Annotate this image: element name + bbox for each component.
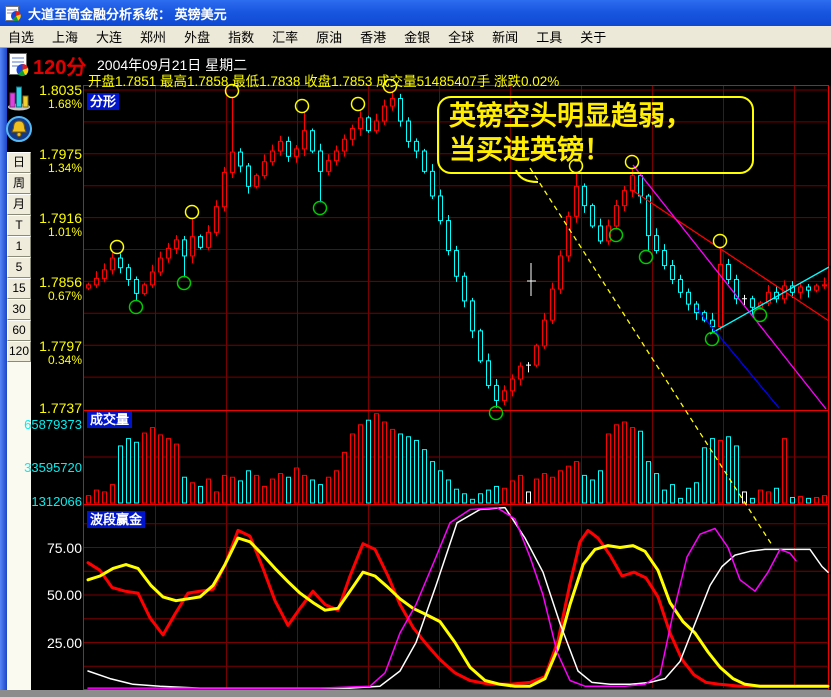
candles — [86, 92, 827, 408]
indicator-axis-label-2: 25.00 — [46, 635, 82, 651]
menu-item-7[interactable]: 原油 — [316, 30, 343, 45]
period-button-60[interactable]: 60 — [7, 320, 31, 341]
period-button-日[interactable]: 日 — [7, 152, 31, 173]
menu-item-10[interactable]: 全球 — [448, 30, 475, 45]
trendline-0[interactable] — [529, 167, 773, 546]
fractal-top-marker — [350, 96, 366, 112]
fractal-bottom-marker — [128, 299, 144, 315]
period-button-1[interactable]: 1 — [7, 236, 31, 257]
fractal-top-marker — [224, 83, 240, 99]
trend-lines — [529, 164, 830, 546]
period-button-30[interactable]: 30 — [7, 299, 31, 320]
price-axis-pct-3: 0.67% — [47, 289, 82, 303]
indicator-axis-label-1: 50.00 — [46, 587, 82, 603]
bottom-status-strip — [0, 690, 831, 697]
period-button-120[interactable]: 120 — [7, 341, 31, 362]
trendline-4[interactable] — [695, 307, 780, 409]
trendline-1[interactable] — [631, 189, 830, 322]
annotation-line1: 英镑空头明显趋弱， — [449, 101, 692, 131]
indicator-curve-magenta — [87, 506, 797, 689]
annotation-callout[interactable]: 英镑空头明显趋弱， 当买进英镑！ — [437, 96, 754, 174]
indicator-curves — [86, 506, 830, 689]
main-panel-tag[interactable]: 分形 — [87, 93, 120, 110]
price-axis-pct-1: 1.34% — [47, 161, 82, 175]
decorations — [515, 169, 539, 296]
volume-axis-label-0: 65879373 — [24, 417, 82, 432]
app-logo-icon — [5, 5, 21, 21]
current-period-label: 120分 — [33, 57, 87, 79]
fractal-top-marker — [184, 204, 200, 220]
volume-panel-tag[interactable]: 成交量 — [87, 411, 133, 428]
indicator-curve-red — [86, 528, 830, 688]
fractal-bottom-marker — [752, 307, 768, 323]
period-button-15[interactable]: 15 — [7, 278, 31, 299]
price-axis-label-5: 1.7737 — [39, 400, 82, 416]
fractal-bottom-marker — [608, 227, 624, 243]
price-axis-label-4: 1.7797 — [39, 338, 82, 354]
menu-item-9[interactable]: 金银 — [404, 30, 431, 45]
sidebar-filler — [7, 362, 31, 694]
fractal-bottom-marker — [638, 249, 654, 265]
period-button-5[interactable]: 5 — [7, 257, 31, 278]
trendline-2[interactable] — [709, 266, 830, 335]
price-axis-pct-4: 0.34% — [47, 353, 82, 367]
period-button-月[interactable]: 月 — [7, 194, 31, 215]
fractal-bottom-marker — [704, 331, 720, 347]
fractal-bottom-marker — [488, 405, 504, 421]
annotation-line2: 当买进英镑！ — [449, 135, 611, 165]
indicator-curve-yellow — [86, 536, 830, 688]
indicator-axis-label-0: 75.00 — [46, 540, 82, 556]
menu-item-2[interactable]: 大连 — [96, 30, 123, 45]
fractal-top-marker — [624, 154, 640, 170]
left-accent-strip — [0, 48, 7, 690]
period-button-list: 日周月 T 1 5 15 30 60 120 — [7, 152, 31, 362]
window-title: 大道至简金融分析系统： 英镑美元 — [28, 6, 227, 22]
period-button-T[interactable]: T — [7, 215, 31, 236]
ohlc-quote-bar: 开盘1.7851 最高1.7858 最低1.7838 收盘1.7853 成交量5… — [88, 74, 560, 89]
trendline-3[interactable] — [632, 164, 827, 410]
menu-item-4[interactable]: 外盘 — [184, 30, 211, 45]
menu-item-13[interactable]: 关于 — [580, 30, 607, 45]
fractal-top-marker — [109, 239, 125, 255]
report-icon[interactable] — [7, 52, 31, 78]
menu-item-11[interactable]: 新闻 — [492, 30, 519, 45]
menu-item-0[interactable]: 自选 — [8, 30, 35, 45]
menu-item-1[interactable]: 上海 — [52, 30, 79, 45]
volume-axis-label-1: 33595720 — [24, 460, 82, 475]
bar-date-label: 2004年09月21日 星期二 — [97, 57, 248, 73]
bar3d-icon[interactable] — [7, 83, 31, 111]
price-axis-label-2: 1.7916 — [39, 210, 82, 226]
fractal-top-marker — [382, 78, 398, 94]
fractal-top-marker — [712, 233, 728, 249]
fractal-markers — [109, 78, 768, 421]
fractal-top-marker — [294, 98, 310, 114]
fractal-bottom-marker — [312, 200, 328, 216]
sidebar-icon-stack — [6, 48, 32, 152]
price-axis-label-0: 1.8035 — [39, 82, 82, 98]
left-sidebar: 日周月 T 1 5 15 30 60 120 — [6, 48, 32, 694]
menu-item-8[interactable]: 香港 — [360, 30, 387, 45]
period-button-周[interactable]: 周 — [7, 173, 31, 194]
menu-item-12[interactable]: 工具 — [536, 30, 563, 45]
price-axis-pct-0: 1.68% — [47, 97, 82, 111]
price-axis-label-1: 1.7975 — [39, 146, 82, 162]
panel-borders — [83, 85, 829, 690]
bell-icon[interactable] — [6, 116, 32, 142]
volume-axis-label-2: 1312066 — [31, 494, 82, 509]
menu-item-5[interactable]: 指数 — [228, 30, 255, 45]
volume-bars — [86, 413, 827, 504]
price-axis-pct-2: 1.01% — [47, 225, 82, 239]
menu-bar: 自选 上海 大连 郑州 外盘 指数 汇率 原油 香港 金银 全球 新闻 工具 关于 — [0, 26, 831, 48]
title-bar: 大道至简金融分析系统： 英镑美元 — [0, 0, 831, 26]
indicator-panel-tag[interactable]: 波段赢金 — [87, 511, 146, 528]
menu-item-6[interactable]: 汇率 — [272, 30, 299, 45]
menu-item-3[interactable]: 郑州 — [140, 30, 167, 45]
price-axis-label-3: 1.7856 — [39, 274, 82, 290]
fractal-bottom-marker — [176, 275, 192, 291]
